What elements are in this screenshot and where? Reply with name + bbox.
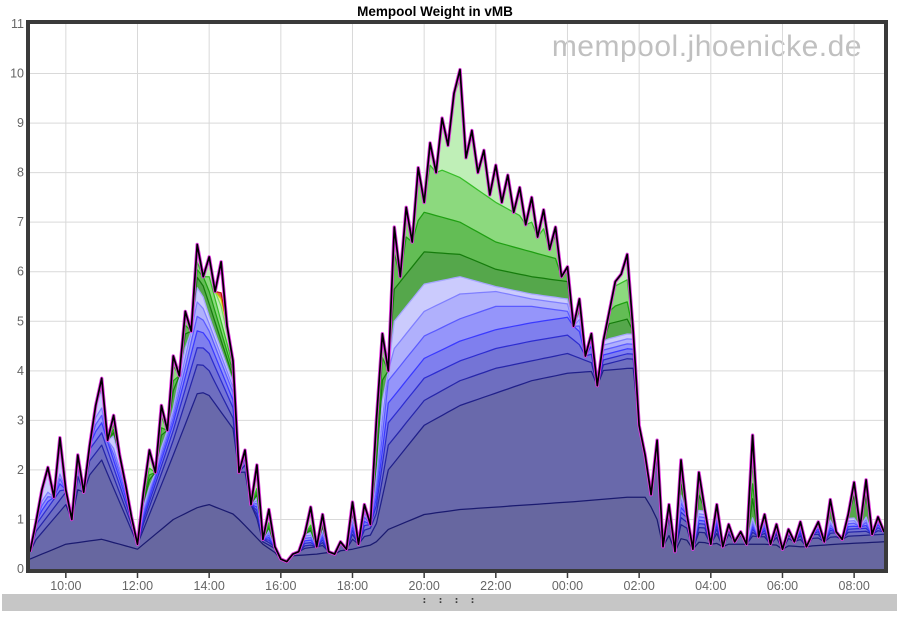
y-axis-label: 8	[17, 166, 24, 180]
y-axis-label: 0	[17, 562, 24, 576]
x-axis-label: 08:00	[839, 579, 870, 593]
plot-border	[26, 20, 888, 573]
scrollbar-grip-icon[interactable]: : : : :	[421, 595, 478, 606]
y-axis-label: 7	[17, 215, 24, 229]
area-band-3	[30, 353, 884, 562]
horizontal-scrollbar[interactable]: : : : :	[2, 594, 897, 611]
area-band-2	[30, 368, 884, 562]
y-axis-label: 6	[17, 265, 24, 279]
x-axis-label: 02:00	[624, 579, 655, 593]
x-axis-label: 22:00	[480, 579, 511, 593]
x-axis-label: 12:00	[122, 579, 153, 593]
x-axis-label: 18:00	[337, 579, 368, 593]
chart-title: Mempool Weight in vMB	[357, 4, 513, 19]
y-axis-label: 1	[17, 512, 24, 526]
y-axis-label: 10	[10, 67, 24, 81]
y-axis-label: 9	[17, 116, 24, 130]
y-axis-label: 4	[17, 364, 24, 378]
y-axis-label: 2	[17, 463, 24, 477]
x-axis-label: 14:00	[194, 579, 225, 593]
watermark: mempool.jhoenicke.de	[551, 30, 862, 63]
x-axis-label: 10:00	[50, 579, 81, 593]
y-axis-label: 3	[17, 413, 24, 427]
line-band-1	[29, 496, 885, 563]
y-axis-label: 11	[11, 17, 24, 31]
x-axis-label: 16:00	[265, 579, 296, 593]
area-band-1	[30, 497, 884, 569]
y-axis-label: 5	[17, 314, 24, 328]
x-axis-label: 20:00	[409, 579, 440, 593]
mempool-stacked-area-chart: 10:00 12:00 14:00 16:00 18:00 20:00 22:00 00:00…	[10, 17, 888, 593]
total-outline	[29, 68, 885, 563]
x-axis-label: 06:00	[767, 579, 798, 593]
x-axis-label: 04:00	[695, 579, 726, 593]
x-axis-label: 00:00	[552, 579, 583, 593]
area-band-4	[30, 335, 884, 562]
